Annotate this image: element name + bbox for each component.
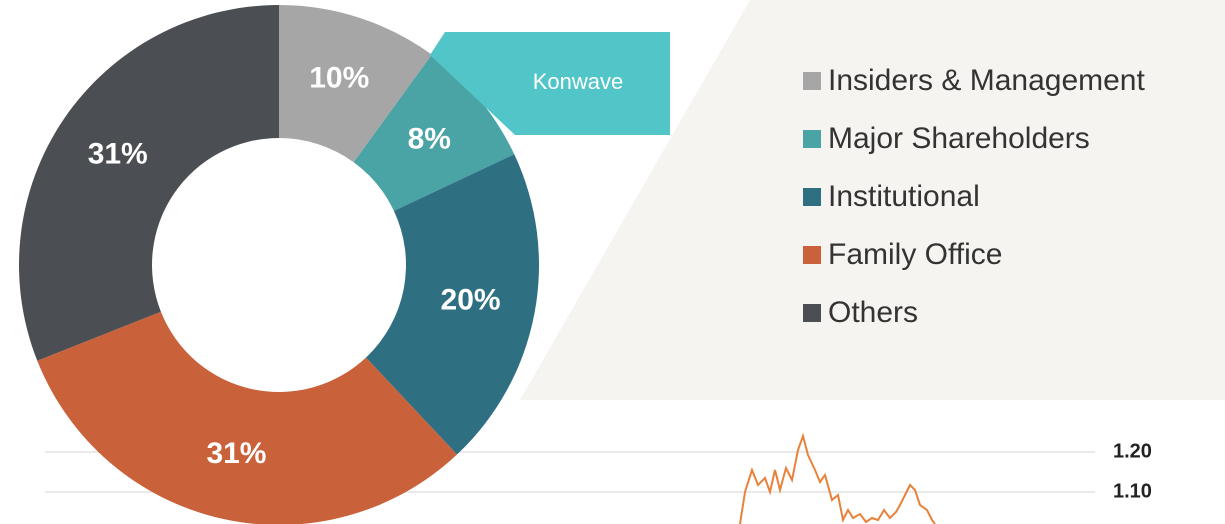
chart: 10% 8% 20% 31% 31% Konwave Insiders & Manage… xyxy=(0,0,1225,524)
legend-label: Insiders & Management xyxy=(828,64,1145,97)
price-line xyxy=(740,436,935,524)
page: {"chart_data": [ {"type": "pie", "annota… xyxy=(0,0,1225,524)
legend-label: Others xyxy=(828,296,918,329)
legend-swatch xyxy=(803,72,821,90)
y-tick-label: 1.20 xyxy=(1113,440,1152,462)
slice-label: 10% xyxy=(309,61,369,94)
legend-label: Major Shareholders xyxy=(828,122,1090,155)
slice-label: 8% xyxy=(408,123,451,156)
legend-swatch xyxy=(803,246,821,264)
legend-swatch xyxy=(803,130,821,148)
y-tick-label: 1.10 xyxy=(1113,480,1152,502)
callout-text: Konwave xyxy=(533,69,624,94)
legend-label: Family Office xyxy=(828,238,1002,271)
legend-swatch xyxy=(803,188,821,206)
slice-label: 31% xyxy=(206,437,266,470)
legend-swatch xyxy=(803,304,821,322)
legend-label: Institutional xyxy=(828,180,980,213)
donut-slice xyxy=(19,5,279,361)
slice-label: 20% xyxy=(441,283,501,316)
slice-label: 31% xyxy=(88,137,148,170)
